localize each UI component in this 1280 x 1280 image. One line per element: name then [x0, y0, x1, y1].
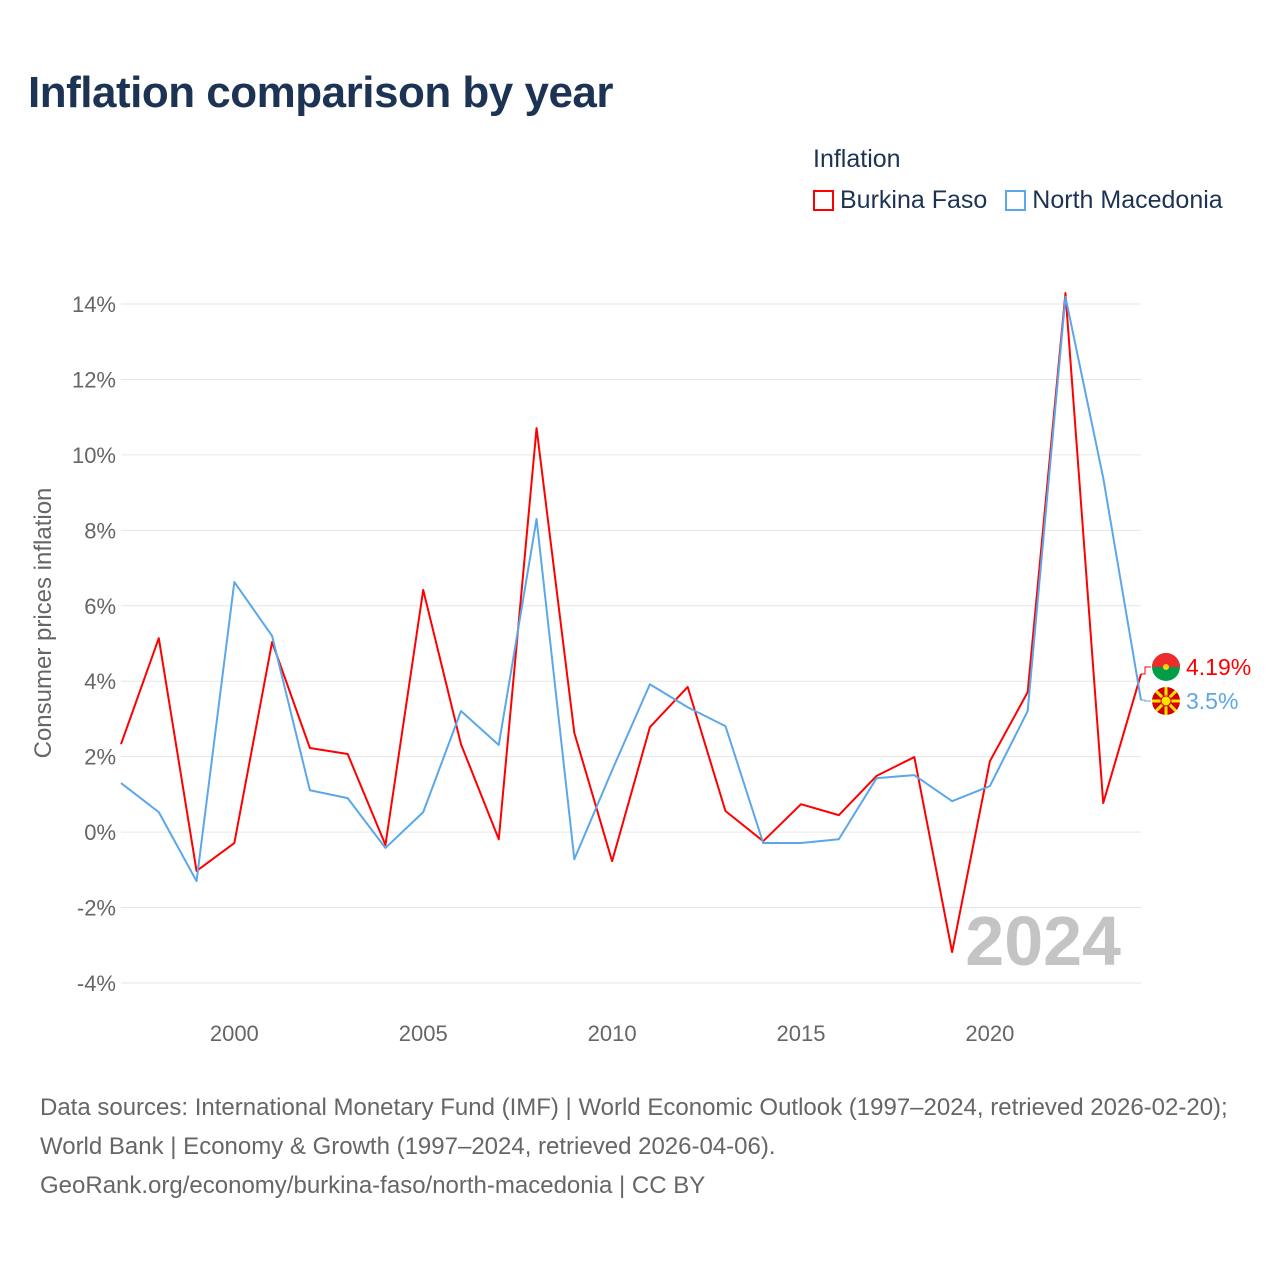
x-tick-label: 2010 — [588, 1021, 637, 1046]
legend-label: Burkina Faso — [840, 186, 988, 214]
x-tick-label: 2020 — [965, 1021, 1014, 1046]
footer: Data sources: International Monetary Fun… — [40, 1088, 1250, 1205]
y-tick-label: 2% — [84, 745, 116, 770]
data-sources: Data sources: International Monetary Fun… — [40, 1094, 1228, 1160]
chart-title: Inflation comparison by year — [28, 68, 614, 117]
legend: Burkina Faso North Macedonia — [813, 186, 1223, 215]
y-tick-label: 4% — [84, 669, 116, 694]
y-tick-label: -2% — [77, 896, 116, 921]
flag-red-half — [1152, 653, 1180, 667]
end-value-label: 3.5% — [1186, 688, 1238, 714]
year-watermark: 2024 — [965, 902, 1121, 980]
end-connector — [1141, 666, 1151, 675]
y-tick-label: -4% — [77, 971, 116, 996]
end-value-label: 4.19% — [1186, 654, 1251, 680]
legend-swatch-red — [813, 190, 834, 211]
legend-swatch-blue — [1005, 190, 1027, 211]
legend-label: North Macedonia — [1032, 186, 1223, 214]
legend-item-north-macedonia[interactable]: North Macedonia — [1005, 186, 1223, 215]
series-line-burkina-faso — [120, 292, 1142, 954]
x-tick-label: 2005 — [399, 1021, 448, 1046]
y-tick-label: 8% — [84, 518, 116, 543]
end-connector — [1141, 699, 1151, 702]
x-tick-label: 2000 — [210, 1021, 259, 1046]
y-tick-label: 6% — [84, 594, 116, 619]
source-link[interactable]: GeoRank.org/economy/burkina-faso/north-m… — [40, 1172, 706, 1199]
series-line-north-macedonia — [120, 295, 1142, 883]
y-tick-label: 0% — [84, 820, 116, 845]
flag-sun — [1160, 695, 1172, 707]
y-tick-label: 10% — [72, 443, 116, 468]
y-tick-label: 12% — [72, 367, 116, 392]
legend-item-burkina-faso[interactable]: Burkina Faso — [813, 186, 987, 215]
flag-star — [1163, 664, 1169, 670]
x-tick-label: 2015 — [777, 1021, 826, 1046]
legend-title: Inflation — [813, 145, 901, 173]
y-tick-label: 14% — [72, 292, 116, 317]
y-axis-label: Consumer prices inflation — [30, 488, 57, 759]
